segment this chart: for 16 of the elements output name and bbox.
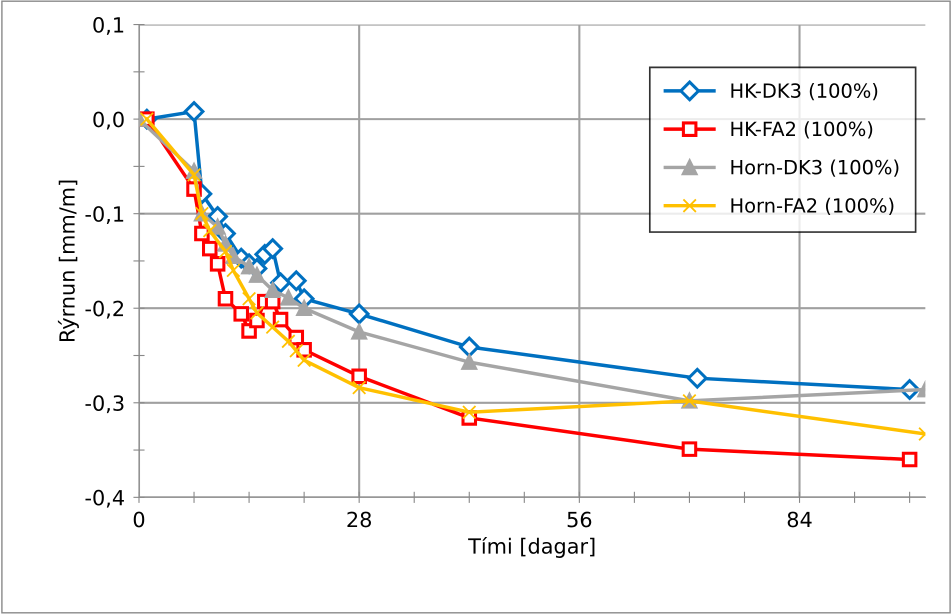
y-tick-label: -0,1 xyxy=(85,206,124,224)
y-tick-label: -0,2 xyxy=(85,300,124,319)
y-tick-label: -0,4 xyxy=(85,490,124,508)
y-tick-label: 0,0 xyxy=(93,112,124,130)
x-tick-label: 0 xyxy=(134,512,144,528)
x-tick-label: 28 xyxy=(347,512,371,528)
y-tick-label: -0,3 xyxy=(85,395,124,414)
legend-label: HK-FA2 (100%) xyxy=(731,121,872,139)
legend-label: HK-DK3 (100%) xyxy=(731,82,878,100)
y-tick-label: 0,1 xyxy=(93,17,124,35)
x-tick-label: 84 xyxy=(788,512,812,528)
legend-label: Horn-FA2 (100%) xyxy=(731,198,894,216)
legend-label: Horn-DK3 (100%) xyxy=(731,159,898,177)
y-axis-title: Rýrnun [mm/m] xyxy=(58,180,79,342)
x-tick-label: 56 xyxy=(568,512,592,528)
x-axis-title: Tími [dagar] xyxy=(468,536,594,558)
